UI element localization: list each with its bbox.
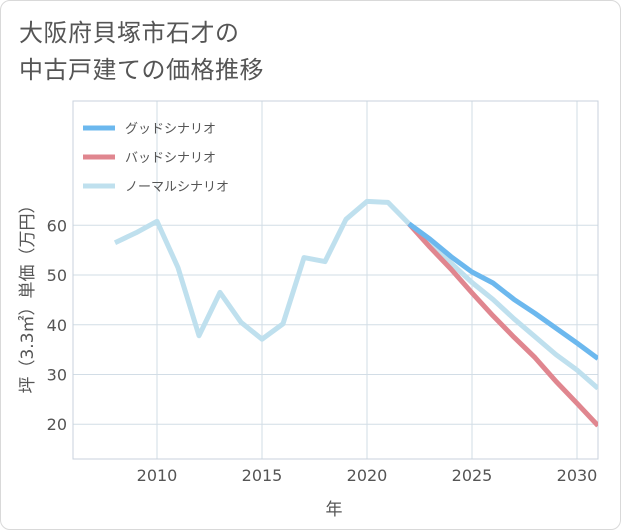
y-tick-label: 60 xyxy=(47,216,67,235)
plot-frame xyxy=(72,100,599,460)
chart-title-line-2: 中古戸建ての価格推移 xyxy=(19,56,264,84)
y-tick-labels: 20 30 40 50 60 xyxy=(47,216,67,434)
x-tick-label: 2015 xyxy=(242,466,283,485)
series-line-1 xyxy=(407,222,598,428)
x-axis-label: 年 xyxy=(326,500,343,520)
legend-label: ノーマルシナリオ xyxy=(125,180,229,195)
y-tick-label: 30 xyxy=(47,365,67,384)
plot-area xyxy=(73,101,598,459)
series-line-2 xyxy=(113,198,598,391)
y-tick-label: 50 xyxy=(47,266,67,285)
y-tick-label: 20 xyxy=(47,415,67,434)
y-tick-label: 40 xyxy=(47,316,67,335)
x-tick-label: 2010 xyxy=(137,466,178,485)
y-axis-label: 坪（3.3㎡）単価（万円） xyxy=(18,196,38,393)
chart-title: 大阪府貝塚市石才の 中古戸建ての価格推移 xyxy=(19,15,264,89)
x-tick-labels: 2010 2015 2020 2025 2030 xyxy=(137,466,598,485)
legend-label: グッドシナリオ xyxy=(125,122,216,137)
series-layer xyxy=(113,198,598,428)
series-line-0 xyxy=(407,221,598,361)
x-tick-label: 2030 xyxy=(557,466,598,485)
legend-label: バッドシナリオ xyxy=(125,151,216,166)
x-tick-label: 2025 xyxy=(452,466,493,485)
x-tick-label: 2020 xyxy=(347,466,388,485)
chart-title-line-1: 大阪府貝塚市石才の xyxy=(19,19,240,47)
